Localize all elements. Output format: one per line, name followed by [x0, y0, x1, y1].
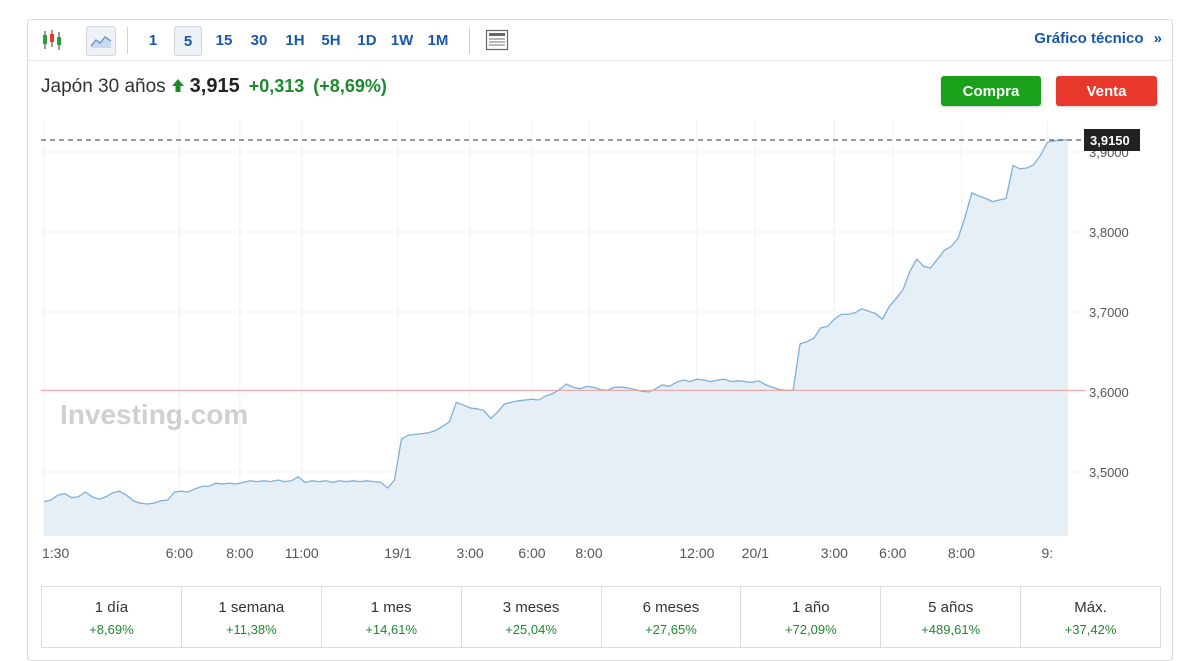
chart-toolbar: 1 5 15 30 1H 5H 1D 1W 1M Gráfico técnico…: [28, 20, 1172, 61]
x-tick-label: 12:00: [679, 545, 714, 561]
interval-1m[interactable]: 1M: [427, 31, 449, 49]
chart-widget: 1 5 15 30 1H 5H 1D 1W 1M Gráfico técnico…: [27, 19, 1173, 661]
y-tick-label: 3,7000: [1089, 305, 1129, 320]
price-change: +0,313: [248, 76, 305, 96]
x-tick-label: 8:00: [226, 545, 253, 561]
performance-table: 1 día +8,69% 1 semana +11,38% 1 mes +14,61% 3 …: [41, 586, 1161, 648]
interval-1d[interactable]: 1D: [357, 31, 377, 49]
toolbar-divider: [127, 27, 128, 54]
x-tick-label: 3:00: [821, 545, 848, 561]
performance-cell[interactable]: 1 mes +14,61%: [322, 587, 462, 647]
x-tick-label: 9:: [1042, 545, 1054, 561]
interval-1w[interactable]: 1W: [390, 31, 414, 49]
y-tick-label: 3,8000: [1089, 225, 1129, 240]
performance-period: 1 semana: [218, 599, 285, 616]
interval-30[interactable]: 30: [250, 31, 268, 49]
y-tick-label: 3,5000: [1089, 465, 1129, 480]
performance-period: 3 meses: [502, 599, 560, 616]
x-tick-label: 3:00: [456, 545, 483, 561]
x-tick-label: 11:00: [285, 545, 319, 561]
interval-15[interactable]: 15: [215, 31, 233, 49]
price-line: [43, 139, 1068, 505]
performance-cell[interactable]: 1 año +72,09%: [741, 587, 882, 647]
interval-5[interactable]: 5: [174, 26, 202, 56]
performance-period: 6 meses: [642, 599, 700, 616]
performance-cell[interactable]: 3 meses +25,04%: [462, 587, 602, 647]
interval-1h[interactable]: 1H: [285, 31, 305, 49]
last-price-label: 3,9150: [1090, 133, 1130, 148]
news-icon[interactable]: [483, 26, 511, 54]
performance-period: 1 día: [94, 599, 129, 616]
last-price-badge: [1084, 129, 1140, 151]
instrument-header: Japón 30 años 3,915 +0,313 (+8,69%): [41, 75, 387, 98]
performance-cell[interactable]: Máx. +37,42%: [1021, 587, 1160, 647]
x-tick-label: 8:00: [948, 545, 975, 561]
buy-button[interactable]: Compra: [941, 76, 1041, 106]
area-chart-icon[interactable]: [86, 26, 116, 56]
x-tick-label: 6:00: [518, 545, 545, 561]
performance-period: 1 mes: [370, 599, 412, 616]
performance-cell[interactable]: 6 meses +27,65%: [602, 587, 742, 647]
price-change-percent: (+8,69%): [313, 76, 387, 96]
x-tick-label: 1:30: [42, 545, 69, 561]
price-chart[interactable]: Investing.com 3,5000 3,6000 3,7000 3,8000 3,9…: [28, 20, 1172, 580]
double-chevron-right-icon: »: [1153, 30, 1162, 47]
interval-5h[interactable]: 5H: [321, 31, 341, 49]
performance-cell[interactable]: 1 semana +11,38%: [182, 587, 322, 647]
x-tick-label: 20/1: [742, 545, 769, 561]
performance-period: Máx.: [1074, 599, 1107, 616]
toolbar-divider: [469, 27, 470, 54]
instrument-price: 3,915: [189, 75, 240, 97]
y-tick-label: 3,6000: [1089, 385, 1129, 400]
up-arrow-icon: [171, 79, 184, 96]
x-tick-label: 19/1: [384, 545, 411, 561]
area-fill: [44, 140, 1068, 536]
x-tick-label: 6:00: [166, 545, 193, 561]
sell-button[interactable]: Venta: [1056, 76, 1157, 106]
performance-cell[interactable]: 1 día +8,69%: [42, 587, 182, 647]
x-tick-label: 6:00: [879, 545, 906, 561]
performance-cell[interactable]: 5 años +489,61%: [881, 587, 1022, 647]
performance-period: 5 años: [928, 599, 974, 616]
technical-chart-link[interactable]: Gráfico técnico »: [1034, 30, 1162, 47]
x-tick-label: 8:00: [575, 545, 602, 561]
watermark: Investing.com: [60, 399, 248, 430]
interval-1[interactable]: 1: [148, 31, 158, 49]
instrument-name: Japón 30 años: [41, 76, 166, 97]
candlestick-icon[interactable]: [38, 26, 66, 54]
performance-period: 1 año: [792, 599, 830, 616]
technical-chart-label: Gráfico técnico: [1034, 30, 1144, 47]
